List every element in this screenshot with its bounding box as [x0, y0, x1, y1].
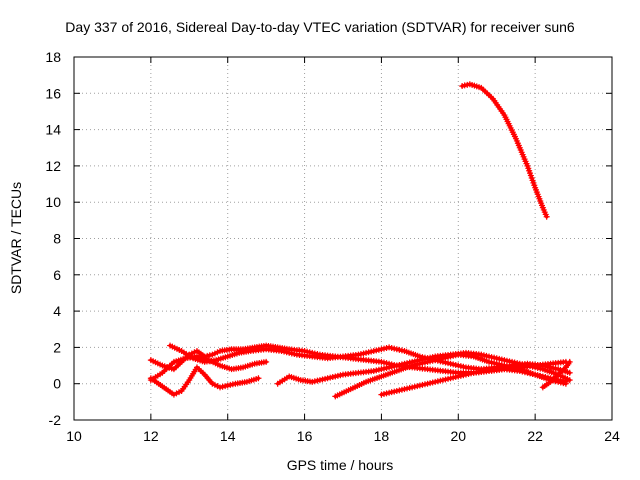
- x-tick-label: 14: [220, 428, 236, 444]
- grid: [74, 57, 612, 420]
- series-track-4: [147, 364, 262, 398]
- y-tick-label: 6: [53, 267, 61, 283]
- x-tick-label: 24: [604, 428, 620, 444]
- x-tick-label: 12: [143, 428, 159, 444]
- data-series: [147, 81, 573, 400]
- y-tick-label: 12: [45, 158, 61, 174]
- x-axis-label: GPS time / hours: [286, 457, 394, 473]
- chart-title: Day 337 of 2016, Sidereal Day-to-day VTE…: [65, 19, 575, 35]
- data-point: [543, 213, 550, 220]
- y-tick-label: 0: [53, 376, 61, 392]
- y-tick-label: 14: [45, 122, 61, 138]
- data-point: [255, 375, 262, 382]
- y-tick-label: -2: [49, 412, 62, 428]
- y-axis-label: SDTVAR / TECUs: [8, 181, 24, 295]
- x-tick-label: 22: [527, 428, 543, 444]
- data-point: [566, 358, 573, 365]
- series-track-1: [459, 81, 550, 220]
- data-point: [566, 369, 573, 376]
- x-tick-label: 18: [374, 428, 390, 444]
- y-tick-label: 18: [45, 49, 61, 65]
- y-tick-label: 16: [45, 85, 61, 101]
- plot-frame: [73, 56, 613, 421]
- series-track-3: [147, 353, 270, 384]
- y-tick-label: 10: [45, 194, 61, 210]
- data-point: [562, 378, 569, 385]
- x-tick-label: 10: [66, 428, 82, 444]
- x-tick-label: 20: [450, 428, 466, 444]
- y-tick-label: 2: [53, 339, 61, 355]
- data-point: [263, 358, 270, 365]
- data-point: [566, 377, 573, 384]
- y-tick-label: 4: [53, 303, 61, 319]
- x-tick-label: 16: [297, 428, 313, 444]
- series-line: [460, 82, 549, 219]
- series-track-9: [539, 358, 573, 391]
- series-track-8: [378, 366, 569, 398]
- y-tick-label: 8: [53, 231, 61, 247]
